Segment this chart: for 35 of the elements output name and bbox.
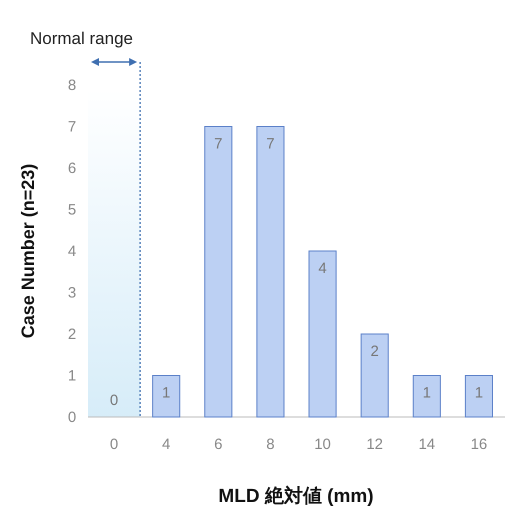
bar [464, 375, 493, 418]
y-tick-label: 8 [68, 77, 76, 94]
x-tick-label: 12 [366, 436, 384, 453]
bar [256, 126, 284, 418]
bar [308, 250, 337, 418]
data-label: 2 [370, 343, 379, 360]
x-tick-label: 10 [314, 436, 331, 453]
y-tick-label: 4 [68, 243, 76, 260]
x-tick-label: 16 [470, 436, 488, 453]
x-tick-label: 14 [418, 436, 436, 453]
data-label: 1 [162, 384, 170, 402]
data-label: 1 [474, 384, 484, 402]
x-tick-label: 6 [214, 436, 222, 453]
y-tick-label: 0 [68, 409, 76, 426]
y-tick-label: 1 [68, 368, 76, 384]
x-tick-label: 8 [266, 436, 275, 453]
x-axis-title: MLD 絶対値 (mm) [218, 485, 374, 507]
data-label: 7 [214, 136, 222, 152]
data-label: 0 [110, 392, 118, 409]
bar [360, 334, 389, 418]
x-tick-label: 0 [110, 436, 118, 453]
y-tick-label: 5 [68, 202, 76, 218]
y-axis-title: Case Number (n=23) [18, 164, 38, 338]
bar [152, 375, 180, 418]
y-tick-label: 2 [68, 326, 76, 343]
x-tick-label: 4 [162, 436, 170, 453]
y-tick-label: 6 [68, 160, 76, 177]
data-label: 1 [422, 384, 431, 402]
data-label: 4 [318, 260, 327, 277]
bar [412, 375, 441, 418]
data-label: 7 [266, 136, 275, 152]
y-tick-label: 7 [68, 118, 76, 136]
band-label: Normal range [30, 29, 133, 48]
bar [204, 126, 232, 418]
y-tick-label: 3 [68, 284, 76, 302]
